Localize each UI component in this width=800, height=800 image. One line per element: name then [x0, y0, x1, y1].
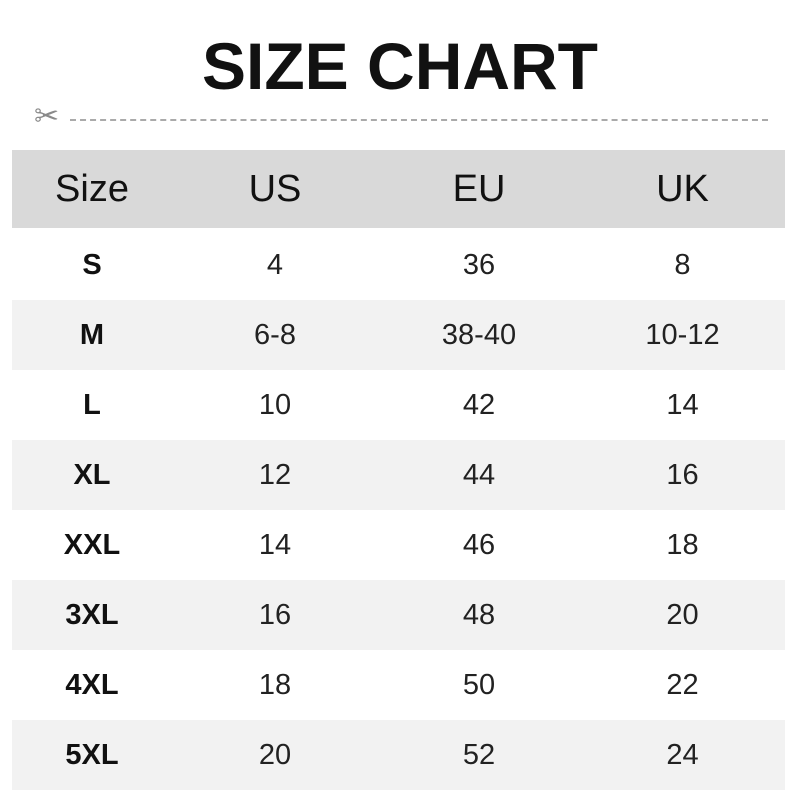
table-row: XXL 14 46 18: [12, 510, 785, 580]
cell-uk: 14: [666, 388, 699, 421]
page-title: SIZE CHART: [202, 29, 598, 103]
cell-size: S: [82, 248, 102, 281]
table-row: M 6-8 38-40 10-12: [12, 300, 785, 370]
header-us: US: [248, 167, 302, 210]
cell-eu: 48: [462, 598, 496, 631]
cell-us: 10: [258, 388, 292, 421]
cell-eu: 36: [462, 248, 496, 281]
cell-us: 14: [258, 528, 292, 561]
header-uk: UK: [656, 167, 709, 210]
table-header: Size US EU UK: [12, 150, 785, 228]
table-row: S 4 36 8: [12, 230, 785, 300]
cell-size: 5XL: [65, 738, 119, 771]
cell-us: 6-8: [254, 318, 296, 351]
cell-uk: 10-12: [645, 318, 720, 351]
cell-eu: 52: [462, 738, 496, 771]
header-size: Size: [55, 167, 129, 210]
cell-us: 20: [258, 738, 292, 771]
cell-eu: 38-40: [441, 318, 517, 351]
cell-uk: 22: [666, 668, 699, 701]
table-row: XL 12 44 16: [12, 440, 785, 510]
cell-size: L: [83, 388, 101, 421]
cell-eu: 42: [462, 388, 496, 421]
cell-size: XXL: [63, 528, 121, 561]
cell-size: 4XL: [65, 668, 119, 701]
cell-size: XL: [73, 458, 111, 491]
cell-us: 18: [258, 668, 292, 701]
cell-us: 16: [258, 598, 292, 631]
size-table: Size US EU UK S 4 36 8 M 6-8 38-40 10-12 L 10 42 14…: [12, 150, 785, 790]
cell-eu: 46: [462, 528, 496, 561]
table-row: 3XL 16 48 20: [12, 580, 785, 650]
cell-uk: 20: [666, 598, 699, 631]
table-row: L 10 42 14: [12, 370, 785, 440]
cell-size: 3XL: [65, 598, 119, 631]
header-eu: EU: [452, 167, 506, 210]
cell-eu: 44: [462, 458, 496, 491]
cell-us: 12: [258, 458, 292, 491]
cut-line: ✂: [34, 102, 768, 132]
table-row: 4XL 18 50 22: [12, 650, 785, 720]
cell-uk: 8: [674, 248, 691, 281]
cell-size: M: [79, 318, 105, 351]
cell-uk: 24: [666, 738, 699, 771]
scissors-icon: ✂: [34, 100, 60, 133]
cell-eu: 50: [462, 668, 496, 701]
dashed-divider: [70, 119, 768, 121]
cell-us: 4: [266, 248, 284, 281]
cell-uk: 16: [666, 458, 699, 491]
cell-uk: 18: [666, 528, 699, 561]
table-row: 5XL 20 52 24: [12, 720, 785, 790]
